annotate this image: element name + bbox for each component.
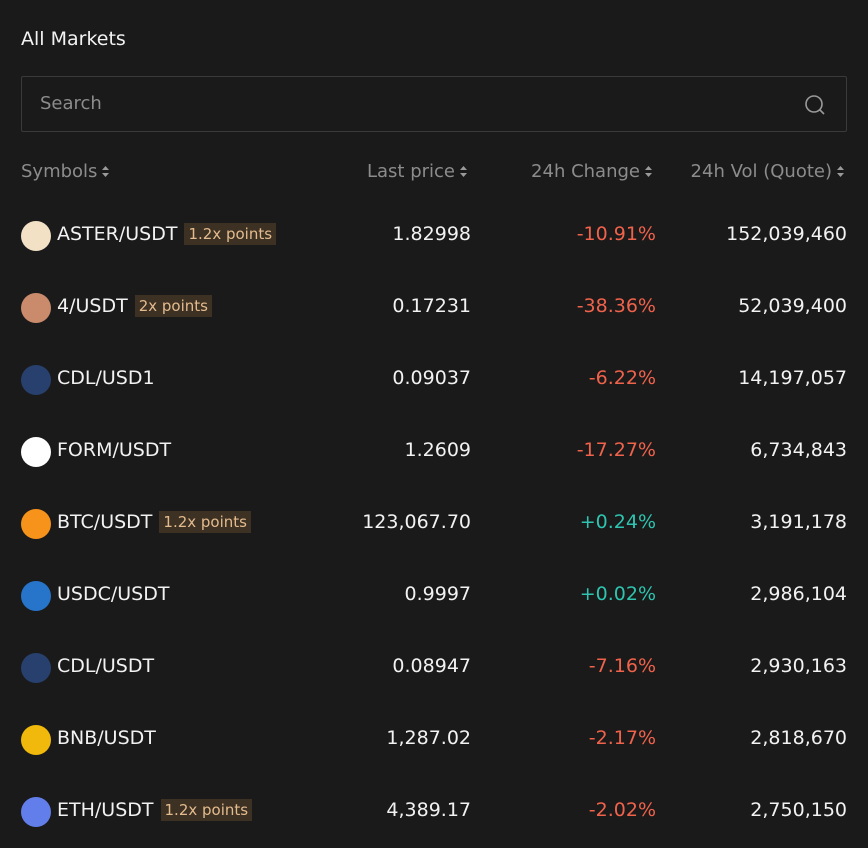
change-24h: -2.17% (588, 727, 656, 749)
volume-24h: 2,750,150 (750, 799, 847, 821)
sort-icon (102, 166, 110, 177)
points-badge: 2x points (134, 295, 212, 317)
market-row[interactable]: BNB/USDT 1,287.02 -2.17% 2,818,670 (0, 704, 868, 776)
symbol: ETH/USDT (57, 799, 154, 821)
symbol-cell: BTC/USDT 1.2x points (57, 511, 251, 533)
column-header[interactable]: 24h Change (531, 161, 653, 182)
coin-icon (21, 437, 51, 467)
search-icon[interactable] (804, 94, 826, 116)
column-header-text: Symbols (21, 161, 98, 182)
last-price: 0.17231 (392, 295, 471, 317)
symbol-cell: ASTER/USDT 1.2x points (57, 223, 277, 245)
last-price: 0.08947 (392, 655, 471, 677)
market-row[interactable]: BTC/USDT 1.2x points 123,067.70 +0.24% 3,191… (0, 488, 868, 560)
symbol: USDC/USDT (57, 583, 170, 605)
symbol-cell: CDL/USDT (57, 655, 154, 677)
sort-icon (460, 166, 467, 177)
sort-icon (837, 166, 844, 177)
points-badge: 1.2x points (160, 799, 253, 821)
market-row[interactable]: ASTER/USDT 1.2x points 1.82998 -10.91% 152,0… (0, 200, 868, 272)
column-header[interactable]: 24h Vol (Quote) (691, 161, 845, 182)
change-24h: -10.91% (576, 223, 656, 245)
last-price: 1,287.02 (386, 727, 471, 749)
column-header[interactable]: Last price (367, 161, 468, 182)
title: All Markets (21, 28, 126, 50)
last-price: 0.9997 (404, 583, 471, 605)
change-24h: -7.16% (588, 655, 656, 677)
symbol-cell: BNB/USDT (57, 727, 156, 749)
change-24h: -2.02% (588, 799, 656, 821)
coin-icon (21, 797, 51, 827)
volume-24h: 2,818,670 (750, 727, 847, 749)
coin-icon (21, 221, 51, 251)
volume-24h: 2,986,104 (750, 583, 847, 605)
market-row[interactable]: FORM/USDT 1.2609 -17.27% 6,734,843 (0, 416, 868, 488)
column-header[interactable]: Symbols (21, 161, 110, 182)
symbol: ASTER/USDT (57, 223, 178, 245)
search-placeholder: Search (40, 93, 102, 114)
change-24h: -38.36% (576, 295, 656, 317)
symbol-cell: ETH/USDT 1.2x points (57, 799, 253, 821)
coin-icon (21, 365, 51, 395)
points-badge: 1.2x points (184, 223, 277, 245)
symbol-cell: FORM/USDT (57, 439, 171, 461)
symbol: BNB/USDT (57, 727, 156, 749)
coin-icon (21, 725, 51, 755)
market-row[interactable]: CDL/USDT 0.08947 -7.16% 2,930,163 (0, 632, 868, 704)
last-price: 1.82998 (392, 223, 471, 245)
market-row[interactable]: ETH/USDT 1.2x points 4,389.17 -2.02% 2,750,1… (0, 776, 868, 848)
coin-icon (21, 293, 51, 323)
market-row[interactable]: USDC/USDT 0.9997 +0.02% 2,986,104 (0, 560, 868, 632)
market-row[interactable]: CDL/USD1 0.09037 -6.22% 14,197,057 (0, 344, 868, 416)
last-price: 1.2609 (404, 439, 471, 461)
coin-icon (21, 653, 51, 683)
search-box[interactable]: Search (21, 76, 847, 132)
change-24h: +0.24% (579, 511, 656, 533)
change-24h: +0.02% (579, 583, 656, 605)
symbol: FORM/USDT (57, 439, 172, 461)
points-badge: 1.2x points (159, 511, 251, 533)
volume-24h: 152,039,460 (726, 223, 847, 245)
symbol-cell: USDC/USDT (57, 583, 169, 605)
volume-24h: 14,197,057 (738, 367, 847, 389)
volume-24h: 6,734,843 (750, 439, 847, 461)
symbol: BTC/USDT (57, 511, 153, 533)
column-header-text: 24h Change (531, 161, 640, 182)
symbol: CDL/USDT (57, 655, 155, 677)
market-row[interactable]: 4/USDT 2x points 0.17231 -38.36% 52,039,400 (0, 272, 868, 344)
symbol-cell: CDL/USD1 (57, 367, 155, 389)
symbol-cell: 4/USDT 2x points (57, 295, 212, 317)
volume-24h: 2,930,163 (750, 655, 847, 677)
last-price: 4,389.17 (386, 799, 471, 821)
coin-icon (21, 581, 51, 611)
change-24h: -17.27% (576, 439, 656, 461)
volume-24h: 3,191,178 (750, 511, 847, 533)
change-24h: -6.22% (588, 367, 656, 389)
last-price: 0.09037 (392, 367, 471, 389)
last-price: 123,067.70 (362, 511, 471, 533)
coin-icon (21, 509, 51, 539)
column-header-text: Last price (366, 161, 455, 182)
symbol: CDL/USD1 (57, 367, 155, 389)
symbol: 4/USDT (57, 295, 128, 317)
column-header-text: 24h Vol (Quote) (690, 161, 832, 182)
sort-icon (645, 166, 652, 177)
volume-24h: 52,039,400 (738, 295, 847, 317)
